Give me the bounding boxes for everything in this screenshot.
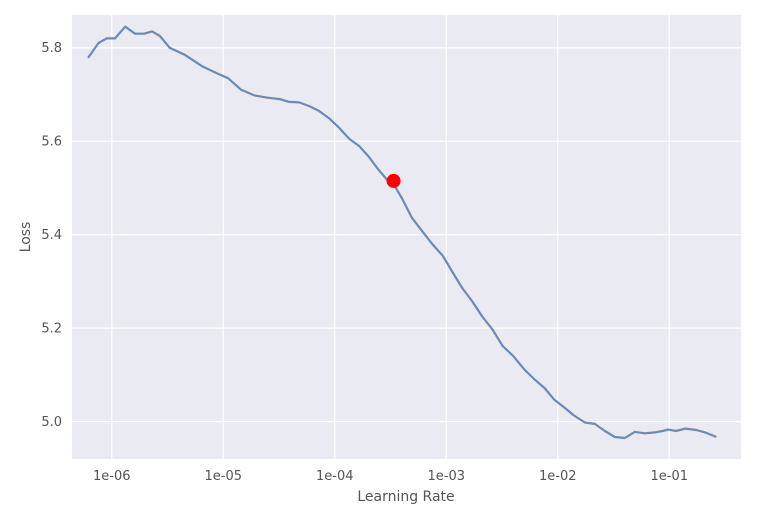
x-tick-label: 1e-03	[427, 469, 465, 484]
marker-group	[386, 173, 401, 188]
plot-background	[72, 15, 741, 459]
suggested-lr-marker	[386, 173, 401, 188]
x-tick-label: 1e-06	[93, 469, 131, 484]
loss-series-line	[87, 25, 717, 440]
y-tick-label: 5.0	[41, 415, 62, 430]
y-tick-label: 5.2	[41, 322, 62, 337]
x-tick-label: 1e-05	[204, 469, 242, 484]
x-tick-label: 1e-02	[539, 469, 577, 484]
series-group	[87, 25, 717, 440]
grid-lines	[72, 15, 741, 459]
y-tick-label: 5.4	[41, 228, 62, 243]
x-tick-labels: 1e-06 1e-05 1e-04 1e-03 1e-02 1e-01	[93, 469, 688, 484]
y-tick-labels: 5.0 5.2 5.4 5.6 5.8	[41, 41, 62, 430]
x-axis-label: Learning Rate	[357, 489, 454, 505]
x-tick-label: 1e-04	[316, 469, 354, 484]
y-tick-label: 5.6	[41, 135, 62, 150]
x-tick-label: 1e-01	[650, 469, 688, 484]
y-axis-label: Loss	[18, 222, 34, 253]
y-tick-label: 5.8	[41, 41, 62, 56]
